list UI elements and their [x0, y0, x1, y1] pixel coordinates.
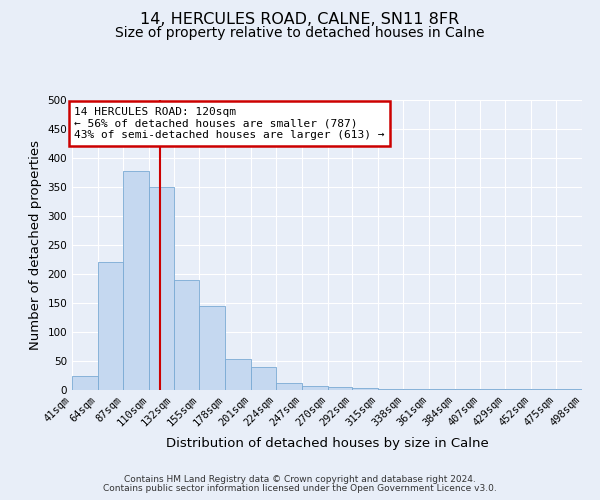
- Bar: [124, 171, 149, 390]
- X-axis label: Distribution of detached houses by size in Calne: Distribution of detached houses by size …: [166, 437, 488, 450]
- Bar: [352, 388, 378, 390]
- Bar: [302, 386, 328, 390]
- Y-axis label: Number of detached properties: Number of detached properties: [29, 140, 42, 350]
- Text: Contains public sector information licensed under the Open Government Licence v3: Contains public sector information licen…: [103, 484, 497, 493]
- Bar: [328, 387, 352, 390]
- Bar: [276, 383, 302, 390]
- Bar: [98, 262, 124, 390]
- Bar: [225, 360, 251, 390]
- Bar: [173, 280, 199, 390]
- Text: Size of property relative to detached houses in Calne: Size of property relative to detached ho…: [115, 26, 485, 40]
- Text: 14, HERCULES ROAD, CALNE, SN11 8FR: 14, HERCULES ROAD, CALNE, SN11 8FR: [140, 12, 460, 28]
- Bar: [199, 306, 225, 390]
- Bar: [72, 376, 98, 390]
- Bar: [149, 187, 173, 390]
- Bar: [251, 367, 276, 390]
- Text: Contains HM Land Registry data © Crown copyright and database right 2024.: Contains HM Land Registry data © Crown c…: [124, 475, 476, 484]
- Bar: [378, 389, 403, 390]
- Text: 14 HERCULES ROAD: 120sqm
← 56% of detached houses are smaller (787)
43% of semi-: 14 HERCULES ROAD: 120sqm ← 56% of detach…: [74, 107, 385, 140]
